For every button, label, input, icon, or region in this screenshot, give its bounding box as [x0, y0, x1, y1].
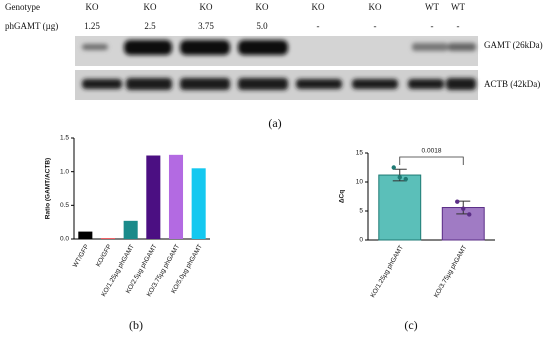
- dose: -: [317, 21, 320, 31]
- dose: -: [431, 21, 434, 31]
- panel-label: (c): [404, 318, 417, 332]
- y-axis-label: ΔCq: [339, 190, 346, 203]
- genotype: WT: [451, 2, 465, 12]
- bar: [100, 238, 116, 239]
- x-tick-label: KO/3.75µg phGAMT: [433, 244, 469, 299]
- x-tick-label: WT/GFP: [72, 243, 91, 268]
- y-tick-label: 0.5: [60, 202, 69, 209]
- x-tick-label: KO/1.25µg phGAMT: [369, 244, 405, 299]
- y-tick-label: 0.0: [60, 236, 69, 243]
- row-label: phGAMT (µg): [5, 21, 58, 31]
- bar: [168, 154, 184, 239]
- data-point: [397, 175, 402, 180]
- dose: 3.75: [198, 21, 214, 31]
- row-label: Genotype: [5, 2, 40, 12]
- bar: [78, 231, 93, 239]
- data-point: [461, 206, 466, 211]
- dose: 5.0: [256, 21, 268, 31]
- dose: 1.25: [84, 21, 100, 31]
- y-axis-label: Ratio (GAMT/ACTB): [45, 158, 52, 219]
- bar: [378, 174, 422, 241]
- dose: -: [374, 21, 377, 31]
- bar: [123, 220, 138, 239]
- y-tick-label: 1.0: [60, 168, 69, 175]
- bar: [441, 207, 485, 241]
- genotype: KO: [144, 2, 157, 12]
- data-point: [391, 165, 396, 170]
- dose: 2.5: [144, 21, 156, 31]
- data-point: [403, 176, 408, 182]
- genotype: KO: [312, 2, 325, 12]
- genotype: KO: [200, 2, 213, 12]
- panel-label: (b): [129, 318, 143, 332]
- band-label: GAMT (26kDa): [484, 40, 543, 50]
- y-tick-label: 5: [359, 208, 363, 215]
- bar: [146, 155, 161, 239]
- data-point: [455, 199, 460, 204]
- genotype: KO: [86, 2, 99, 12]
- annotation: 0.0018: [422, 148, 442, 155]
- genotype: KO: [256, 2, 269, 12]
- dose: -: [457, 21, 460, 31]
- genotype: WT: [425, 2, 439, 12]
- y-tick-label: 15: [356, 150, 364, 157]
- bar: [191, 168, 206, 239]
- band-label: ACTB (42kDa): [484, 79, 540, 89]
- significance-bracket: [399, 156, 464, 165]
- panel-label: (a): [268, 116, 281, 130]
- y-tick-label: 0: [359, 237, 363, 244]
- y-tick-label: 1.5: [60, 135, 69, 142]
- genotype: KO: [369, 2, 382, 12]
- blot-actb: [75, 70, 478, 100]
- x-tick-label: KO/GFP: [95, 243, 113, 268]
- blot-gamt: [75, 36, 478, 66]
- y-tick-label: 10: [356, 179, 364, 186]
- data-point: [467, 212, 472, 217]
